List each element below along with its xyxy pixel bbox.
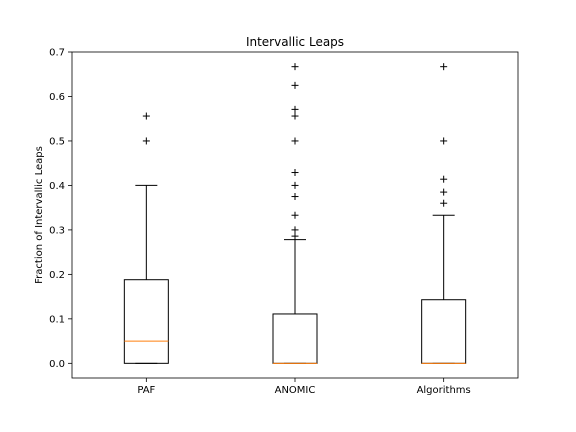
y-tick-label: 0.7 (49, 48, 65, 59)
outlier-marker (291, 112, 299, 120)
outlier-marker (440, 175, 448, 183)
x-tick-label: ANOMIC (275, 385, 316, 396)
plot-area: 0.0 0.1 0.2 0.3 0.4 0.5 0.6 0.7 PAF ANOMIC Algorit… (49, 48, 471, 397)
x-tick-label: Algorithms (417, 385, 471, 396)
outlier-marker (142, 137, 150, 145)
y-axis-label: Fraction of Intervallic Leaps (34, 146, 45, 284)
y-tick-label: 0.4 (49, 181, 65, 192)
outlier-marker (142, 112, 150, 120)
outlier-marker (291, 169, 299, 177)
outlier-marker (440, 199, 448, 207)
outlier-marker (291, 181, 299, 189)
outlier-marker (291, 137, 299, 145)
outlier-marker (440, 188, 448, 196)
outlier-marker (291, 232, 299, 240)
y-tick-label: 0.6 (49, 92, 65, 103)
outlier-marker (291, 63, 299, 71)
x-tick-label: PAF (137, 385, 155, 396)
y-tick-label: 0.3 (49, 225, 65, 236)
chart-title: Intervallic Leaps (246, 35, 344, 49)
plot-frame (71, 51, 519, 379)
box-iqr (123, 279, 169, 364)
outlier-marker (291, 211, 299, 219)
y-tick-label: 0.1 (49, 314, 65, 325)
y-tick-label: 0.5 (49, 136, 65, 147)
y-tick-label: 0.0 (49, 359, 65, 370)
outlier-marker (291, 81, 299, 89)
outlier-marker (440, 63, 448, 71)
outlier-marker (291, 226, 299, 234)
outlier-marker (440, 137, 448, 145)
outlier-marker (291, 105, 299, 113)
y-tick-label: 0.2 (49, 270, 65, 281)
outlier-marker (291, 193, 299, 201)
